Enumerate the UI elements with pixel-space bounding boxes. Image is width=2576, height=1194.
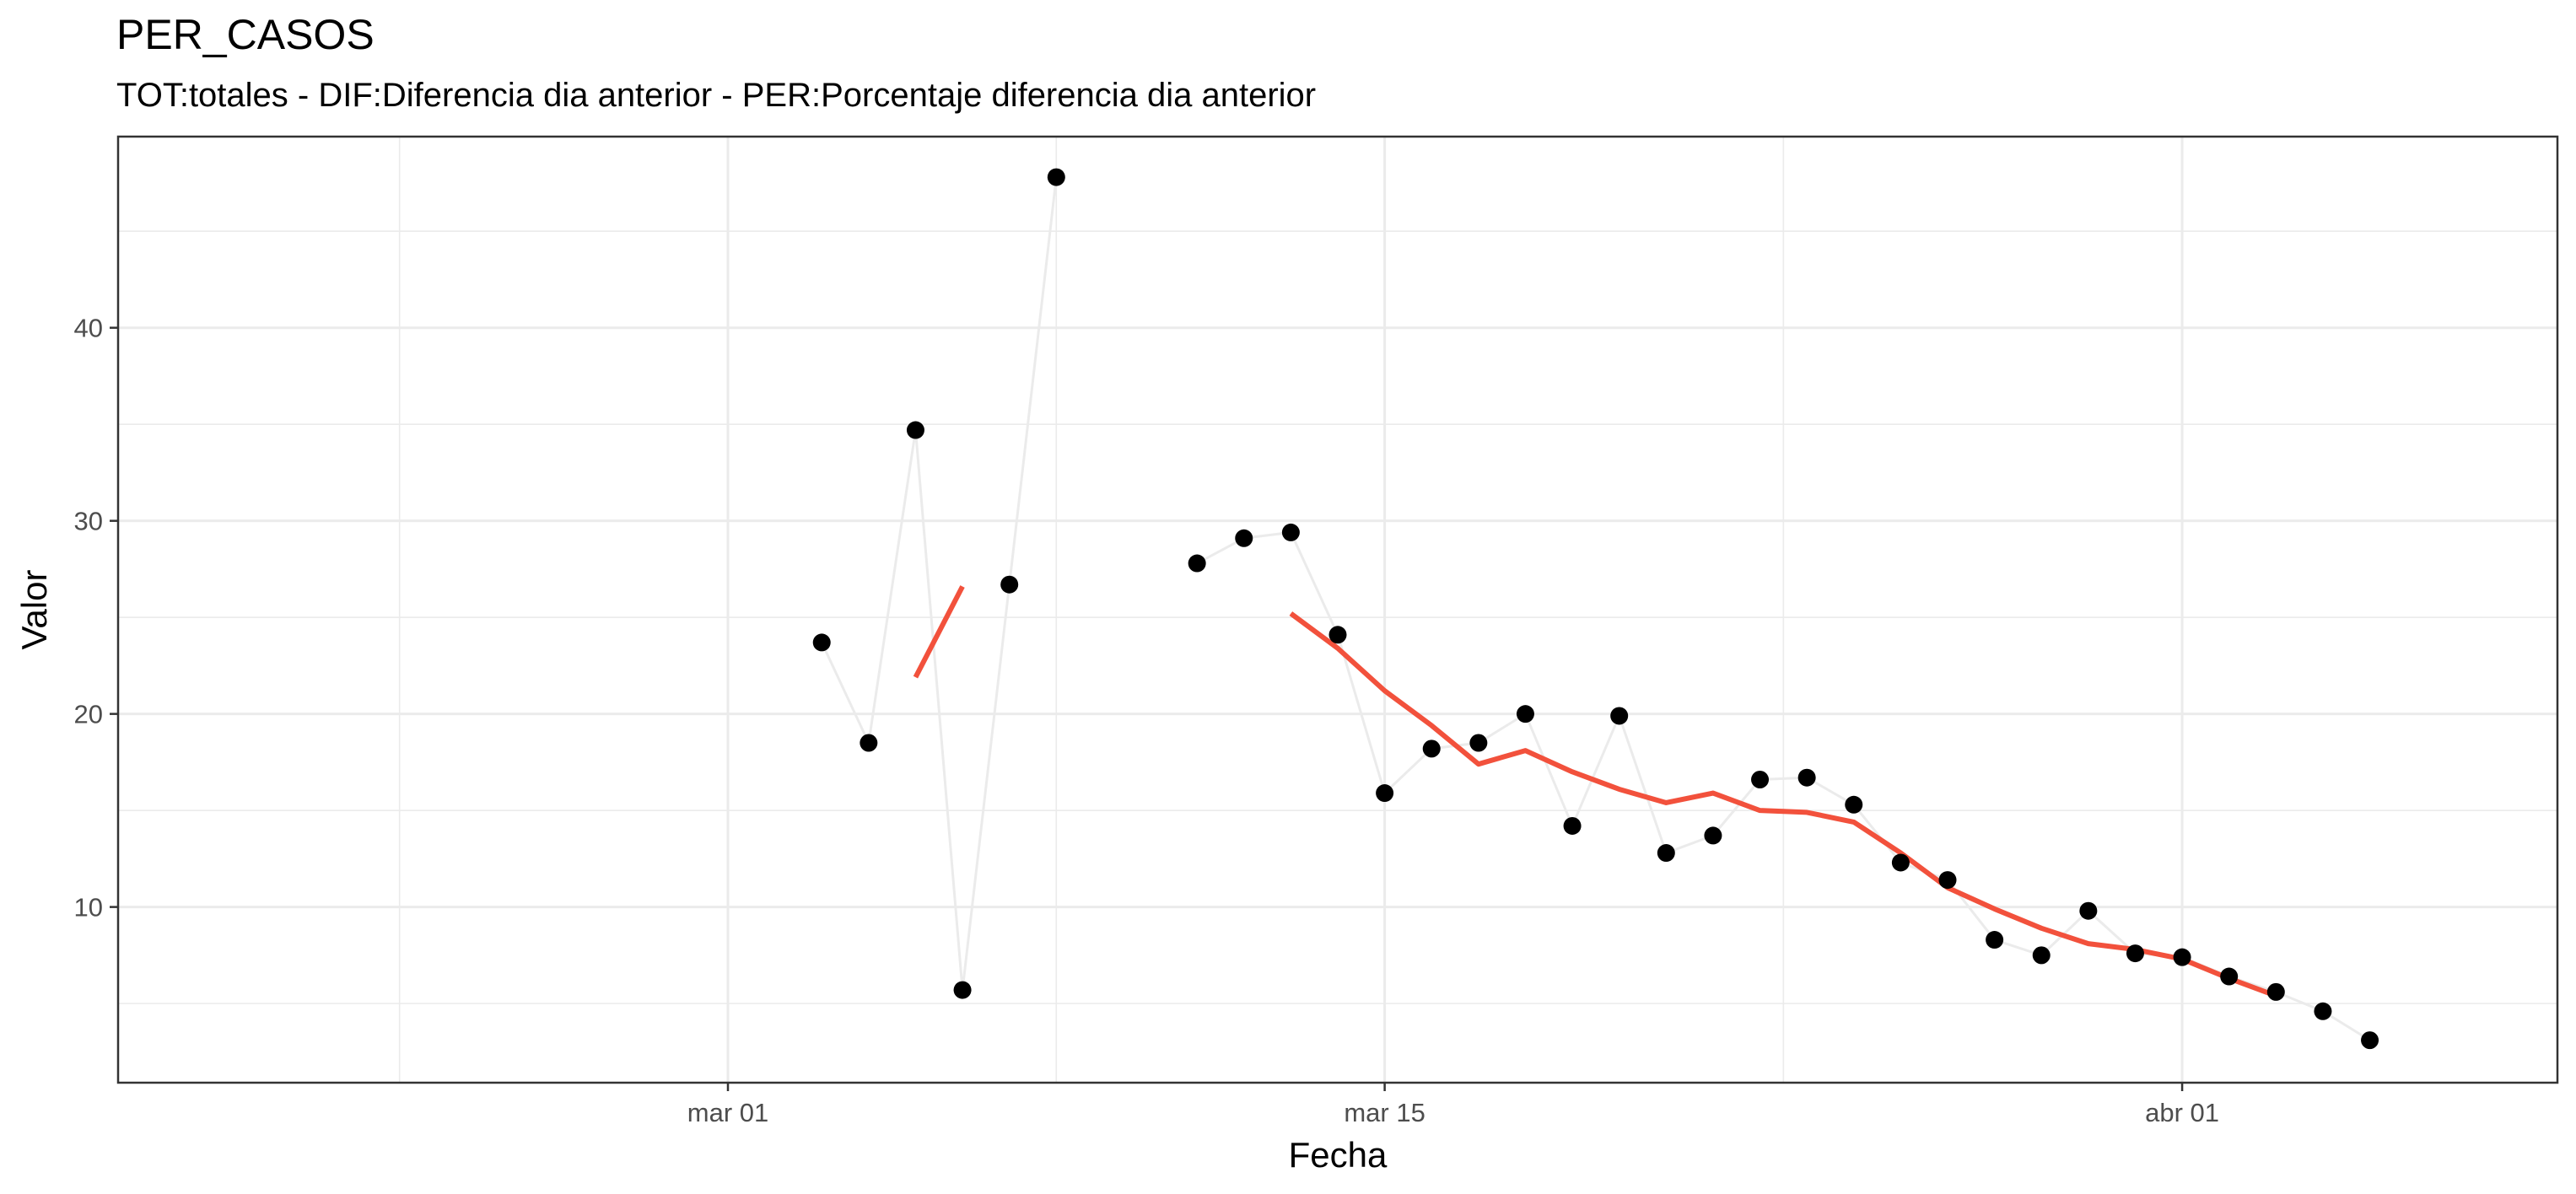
smooth-layer (913, 585, 2277, 998)
data-point (1328, 626, 1347, 644)
data-point (2079, 901, 2098, 920)
data-point (953, 981, 972, 999)
x-axis: mar 01 mar 15 abr 01 (687, 1083, 2219, 1127)
data-point (1751, 771, 1770, 789)
y-axis-title: Valor (14, 570, 54, 650)
y-tick-label: 20 (74, 700, 103, 729)
data-point (906, 421, 924, 439)
plot-border (116, 135, 2559, 1084)
smooth-line (1289, 611, 2277, 998)
points-layer (812, 168, 2379, 1050)
x-tick-label: abr 01 (2145, 1098, 2219, 1127)
y-tick-label: 30 (74, 507, 103, 536)
data-point (1188, 554, 1206, 573)
x-tick-label: mar 15 (1344, 1098, 1425, 1127)
x-axis-title: Fecha (1289, 1135, 1388, 1175)
data-point (2266, 982, 2285, 1001)
data-point (1797, 768, 1816, 787)
data-point (1376, 784, 1394, 803)
data-point (812, 633, 831, 652)
connector-line (820, 176, 1058, 991)
data-point (2032, 946, 2051, 965)
data-point (1047, 168, 1065, 186)
data-point (1845, 795, 1863, 814)
smooth-line (913, 585, 965, 679)
data-point (2173, 948, 2191, 966)
data-point (1610, 707, 1629, 725)
y-tick-label: 40 (74, 314, 103, 343)
data-point (1704, 826, 1722, 845)
data-point (2220, 967, 2239, 986)
x-tick-label: mar 01 (687, 1098, 768, 1127)
data-point (860, 734, 878, 752)
data-point (1422, 740, 1441, 758)
data-point (1469, 734, 1488, 752)
data-point (1657, 844, 1675, 863)
chart-title: PER_CASOS (116, 11, 375, 58)
data-point (1235, 529, 1253, 547)
data-point (1563, 816, 1582, 835)
y-tick-label: 10 (74, 893, 103, 922)
y-axis: 10 20 30 40 (74, 314, 118, 922)
data-point (1891, 853, 1910, 872)
data-point (1000, 575, 1019, 594)
plot-panel (118, 137, 2557, 1083)
chart-subtitle: TOT:totales - DIF:Diferencia dia anterio… (116, 77, 1316, 114)
data-point (2314, 1002, 2332, 1020)
grid-layer (118, 137, 2557, 1083)
data-point (1938, 871, 1957, 890)
data-point (1281, 523, 1300, 541)
data-point (1986, 931, 2004, 949)
data-point (2361, 1031, 2379, 1050)
data-point (1516, 705, 1534, 723)
data-point (2126, 944, 2144, 963)
